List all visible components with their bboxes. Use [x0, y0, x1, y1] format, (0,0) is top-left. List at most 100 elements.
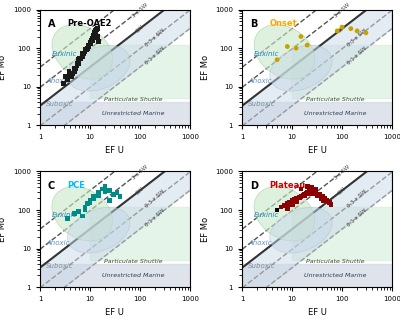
Point — [64, 216, 70, 221]
Y-axis label: EF Mo: EF Mo — [201, 55, 210, 80]
Point — [85, 44, 91, 49]
Point — [310, 191, 317, 197]
Point — [293, 46, 299, 51]
Point — [309, 188, 315, 193]
Point — [74, 63, 80, 68]
Polygon shape — [242, 264, 392, 287]
Point — [304, 190, 310, 195]
Point — [72, 211, 78, 216]
Text: Particulate Shuttle: Particulate Shuttle — [104, 259, 162, 264]
Text: Suboxic: Suboxic — [46, 263, 74, 269]
Point — [77, 56, 84, 61]
Text: D: D — [250, 181, 258, 191]
Point — [82, 207, 88, 212]
Text: Particulate Shuttle: Particulate Shuttle — [104, 97, 162, 102]
Point — [72, 69, 78, 74]
Text: 0.1 x SW: 0.1 x SW — [346, 46, 368, 66]
Point — [300, 193, 307, 198]
Point — [67, 72, 73, 78]
Polygon shape — [254, 187, 315, 241]
Text: Anoxic: Anoxic — [248, 78, 272, 84]
Point — [96, 190, 102, 195]
Point — [281, 203, 288, 208]
Point — [87, 200, 93, 205]
Point — [348, 26, 354, 31]
Point — [66, 69, 72, 74]
Point — [324, 197, 330, 203]
Text: 0.1 x SW: 0.1 x SW — [144, 46, 166, 66]
Point — [304, 42, 310, 48]
Y-axis label: EF Mo: EF Mo — [201, 217, 210, 242]
X-axis label: EF U: EF U — [308, 146, 326, 155]
Point — [303, 191, 309, 196]
Polygon shape — [270, 207, 332, 253]
Point — [62, 74, 68, 79]
Point — [298, 187, 304, 192]
Point — [70, 71, 76, 76]
Point — [72, 66, 79, 71]
Text: Anoxic: Anoxic — [46, 240, 70, 246]
Point — [87, 40, 93, 45]
Point — [82, 49, 88, 55]
Text: Unrestricted Marine: Unrestricted Marine — [304, 111, 366, 116]
Point — [89, 36, 95, 41]
Text: Euxinic: Euxinic — [254, 212, 280, 219]
Text: 0.3 x SW: 0.3 x SW — [144, 27, 166, 47]
Text: 0.3 x SW: 0.3 x SW — [346, 27, 368, 47]
Point — [289, 197, 295, 203]
Point — [79, 213, 85, 219]
Text: Anoxic: Anoxic — [46, 78, 70, 84]
Polygon shape — [292, 45, 392, 98]
Point — [293, 196, 299, 201]
Point — [80, 52, 87, 57]
Point — [302, 194, 308, 199]
Point — [316, 192, 322, 197]
Point — [328, 202, 334, 207]
Point — [94, 26, 100, 31]
Point — [320, 197, 326, 203]
Text: PCE: PCE — [67, 181, 85, 190]
Polygon shape — [52, 187, 112, 241]
Text: 0.1 x SW: 0.1 x SW — [346, 207, 368, 227]
Point — [96, 39, 102, 44]
Text: Pre-OAE2: Pre-OAE2 — [67, 19, 112, 28]
Polygon shape — [40, 102, 190, 125]
Point — [274, 207, 280, 212]
Point — [91, 196, 97, 201]
Text: Euxinic: Euxinic — [52, 50, 77, 56]
Text: Anoxic: Anoxic — [248, 240, 272, 246]
Point — [291, 197, 298, 202]
Text: Particulate Shuttle: Particulate Shuttle — [306, 259, 364, 264]
Text: Unrestricted Marine: Unrestricted Marine — [102, 273, 164, 278]
Point — [71, 66, 77, 71]
Point — [91, 194, 97, 199]
Point — [304, 184, 310, 189]
Point — [82, 204, 88, 210]
Text: 3 x SW: 3 x SW — [333, 2, 351, 19]
Point — [79, 54, 85, 59]
Text: 0.3 x SW: 0.3 x SW — [144, 189, 166, 209]
Point — [314, 194, 320, 199]
Polygon shape — [292, 207, 392, 260]
Point — [298, 194, 304, 199]
Point — [302, 192, 308, 197]
Polygon shape — [90, 45, 190, 98]
Point — [311, 189, 318, 194]
Polygon shape — [52, 25, 112, 79]
Point — [64, 77, 70, 82]
Text: Unrestricted Marine: Unrestricted Marine — [304, 273, 366, 278]
Point — [110, 192, 117, 197]
Point — [306, 191, 312, 197]
Point — [75, 61, 81, 66]
Point — [84, 46, 91, 51]
Polygon shape — [40, 264, 190, 287]
Text: 0.3 x SW: 0.3 x SW — [346, 189, 368, 209]
Point — [307, 189, 314, 195]
Text: C: C — [48, 181, 55, 191]
Text: A: A — [48, 19, 55, 29]
Point — [306, 189, 312, 194]
Point — [313, 190, 319, 195]
Polygon shape — [270, 46, 332, 91]
Point — [309, 185, 315, 190]
Polygon shape — [40, 0, 190, 144]
